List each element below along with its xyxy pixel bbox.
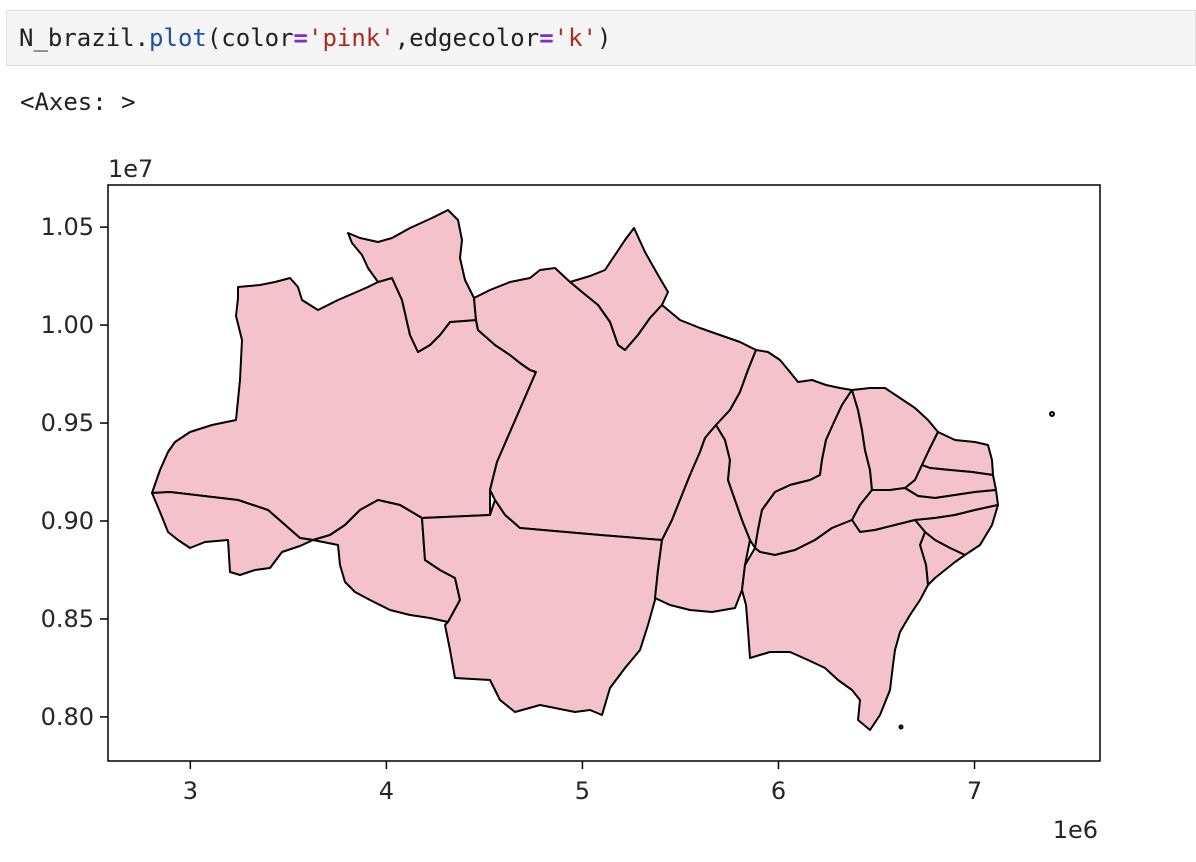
- axes-frame: [107, 184, 1101, 762]
- island-abrolhos: [898, 724, 904, 730]
- island-fernando-de-noronha: [1049, 411, 1055, 417]
- code-close-paren: ): [597, 24, 612, 52]
- code-open-paren: (: [206, 24, 222, 52]
- code-dot: .: [134, 24, 150, 52]
- y-tick-label: 1.05: [41, 213, 94, 241]
- code-comma: ,: [394, 24, 410, 52]
- x-tick-label: 3: [183, 777, 198, 805]
- code-arg2-value: 'k': [553, 24, 598, 52]
- y-exponent-label: 1e7: [108, 155, 153, 183]
- state-mato-grosso: [421, 499, 663, 716]
- y-axis: 1.05 1.00 0.95 0.90 0.85 0.80: [41, 213, 108, 731]
- y-tick-label: 0.95: [41, 409, 94, 437]
- code-eq1: =: [293, 24, 308, 52]
- state-acre: [151, 491, 314, 576]
- y-tick-label: 1.00: [41, 311, 94, 339]
- x-axis: 3 4 5 6 7: [183, 761, 982, 805]
- y-tick-label: 0.85: [41, 605, 94, 633]
- y-tick-label: 0.80: [41, 703, 94, 731]
- x-tick-label: 4: [379, 777, 394, 805]
- code-method: plot: [149, 24, 207, 52]
- output-repr: <Axes: >: [20, 88, 136, 116]
- x-exponent-label: 1e6: [1053, 816, 1098, 844]
- state-bahia: [741, 519, 929, 731]
- x-tick-label: 6: [771, 777, 786, 805]
- code-eq2: =: [539, 24, 554, 52]
- code-arg1-name: color: [221, 24, 294, 52]
- y-tick-label: 0.90: [41, 507, 94, 535]
- code-cell[interactable]: N_brazil.plot(color='pink',edgecolor='k'…: [6, 10, 1196, 66]
- code-object: N_brazil: [19, 24, 135, 52]
- x-tick-label: 5: [575, 777, 590, 805]
- x-tick-label: 7: [967, 777, 982, 805]
- map-shapes: [151, 209, 1055, 731]
- code-arg1-value: 'pink': [308, 24, 395, 52]
- code-arg2-name: edgecolor: [409, 24, 540, 52]
